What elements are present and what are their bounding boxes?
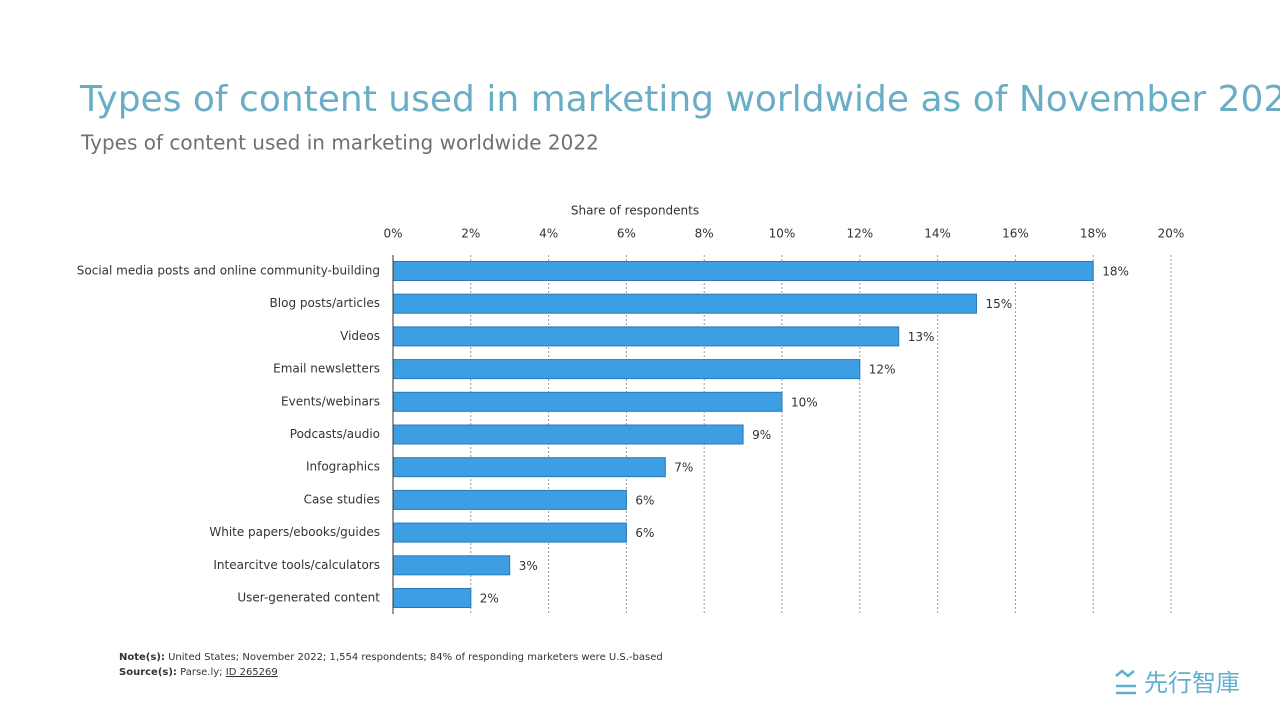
- x-tick-label: 6%: [617, 227, 636, 241]
- y-tick-label: Infographics: [306, 460, 380, 474]
- value-label: 12%: [869, 363, 896, 377]
- y-tick-label: Email newsletters: [273, 362, 380, 376]
- y-tick-label: Podcasts/audio: [290, 427, 380, 441]
- bar: [392, 293, 977, 314]
- y-tick-label: Blog posts/articles: [270, 296, 380, 310]
- x-tick-label: 20%: [1158, 227, 1185, 241]
- value-label: 9%: [752, 428, 771, 442]
- value-label: 6%: [635, 526, 654, 540]
- x-tick-label: 18%: [1080, 227, 1107, 241]
- bar: [392, 588, 472, 608]
- chart-title: Types of content used in marketing world…: [79, 79, 1280, 120]
- bar: [392, 555, 511, 576]
- source-label: Source(s):: [119, 667, 177, 678]
- x-tick-label: 8%: [695, 227, 714, 241]
- y-tick-label: White papers/ebooks/guides: [209, 525, 380, 539]
- value-label: 7%: [674, 461, 693, 475]
- source: Source(s): Parse.ly; ID 265269: [119, 667, 278, 678]
- bar: [392, 359, 861, 380]
- x-axis-label: Share of respondents: [571, 204, 699, 218]
- value-label: 18%: [1102, 265, 1129, 279]
- chart-subtitle: Types of content used in marketing world…: [80, 131, 599, 155]
- x-tick-label: 12%: [846, 227, 873, 241]
- bar: [392, 522, 627, 543]
- source-id[interactable]: ID 265269: [226, 667, 278, 678]
- y-tick-label: Videos: [340, 329, 380, 343]
- bar: [392, 457, 666, 478]
- note: Note(s): United States; November 2022; 1…: [119, 652, 663, 663]
- bar: [392, 326, 900, 347]
- x-tick-label: 0%: [383, 227, 402, 241]
- source-text: Parse.ly;: [180, 667, 222, 678]
- note-label: Note(s):: [119, 652, 165, 663]
- x-tick-label: 14%: [924, 227, 951, 241]
- y-tick-label: Events/webinars: [281, 394, 380, 408]
- value-label: 6%: [635, 493, 654, 507]
- value-label: 2%: [480, 592, 499, 606]
- logo-text: 先行智庫: [1144, 669, 1240, 697]
- bar: [392, 391, 783, 412]
- y-tick-label: Social media posts and online community-…: [77, 264, 380, 278]
- logo: 先行智庫: [1115, 669, 1240, 697]
- y-tick-label: Case studies: [304, 492, 380, 506]
- value-label: 13%: [908, 330, 935, 344]
- bar: [392, 261, 1094, 281]
- bar: [392, 489, 627, 510]
- x-tick-label: 2%: [461, 227, 480, 241]
- value-label: 15%: [986, 297, 1013, 311]
- note-text: United States; November 2022; 1,554 resp…: [168, 652, 663, 663]
- y-tick-label: User-generated content: [237, 591, 380, 605]
- logo-icon: [1115, 669, 1136, 695]
- bar: [392, 424, 744, 445]
- x-tick-label: 4%: [539, 227, 558, 241]
- x-tick-label: 10%: [769, 227, 796, 241]
- x-tick-label: 16%: [1002, 227, 1029, 241]
- value-label: 3%: [519, 559, 538, 573]
- y-tick-label: Intearcitve tools/calculators: [213, 558, 380, 572]
- value-label: 10%: [791, 395, 818, 409]
